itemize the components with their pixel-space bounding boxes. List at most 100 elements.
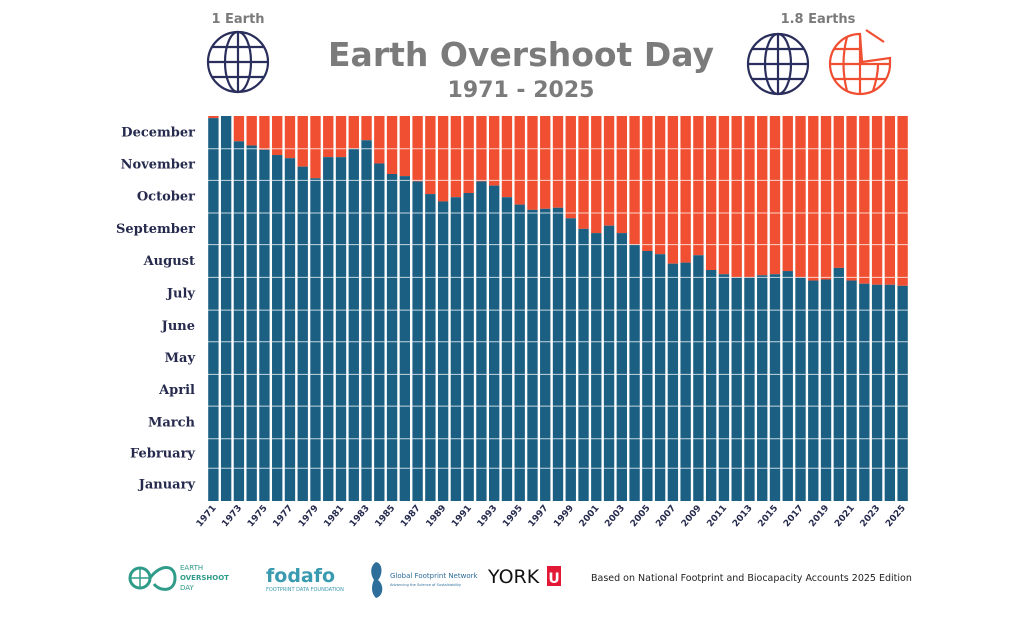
bar-1994 <box>501 197 513 501</box>
bar-2012 <box>731 277 742 501</box>
x-tick-label: 2019 <box>808 504 832 530</box>
bar-remainder-1978 <box>297 116 308 167</box>
bar-remainder-2014 <box>757 116 768 276</box>
bar-remainder-2002 <box>603 116 615 226</box>
x-tick-label: 2021 <box>833 504 857 530</box>
global-footprint-network-logo: Global Footprint Network Advancing the S… <box>371 562 478 598</box>
bar-remainder-1971 <box>208 116 219 119</box>
bar-2018 <box>808 280 819 501</box>
bar-1985 <box>386 174 398 501</box>
bar-remainder-2006 <box>654 116 666 255</box>
bar-1986 <box>399 176 411 501</box>
bar-remainder-1981 <box>335 116 347 158</box>
bar-2017 <box>795 277 806 501</box>
x-tick-label: 2005 <box>629 504 653 530</box>
x-tick-label: 1987 <box>399 504 423 530</box>
bar-2009 <box>693 255 704 501</box>
bar-2001 <box>591 233 602 501</box>
x-tick-label: 1977 <box>271 504 295 530</box>
bar-remainder-2005 <box>642 116 653 252</box>
y-axis: January February March April May June July Augu… <box>116 125 909 493</box>
bar-remainder-2016 <box>782 116 793 272</box>
svg-text:U: U <box>548 571 559 587</box>
x-tick-label: 2025 <box>884 504 908 530</box>
x-tick-label: 2023 <box>859 504 883 530</box>
bar-1997 <box>540 208 551 502</box>
one-earth-label: 1 Earth <box>211 12 264 27</box>
svg-text:OVERSHOOT: OVERSHOOT <box>180 574 229 582</box>
x-tick-label: 2003 <box>603 504 627 530</box>
bar-remainder-2008 <box>680 116 691 263</box>
bar-remainder-1974 <box>246 116 257 146</box>
x-tick-label: 1997 <box>527 504 551 530</box>
bar-1995 <box>514 204 525 502</box>
svg-text:Global Footprint Network: Global Footprint Network <box>390 572 478 580</box>
bar-2023 <box>871 284 883 501</box>
bar-remainder-2025 <box>897 116 908 286</box>
bar-remainder-1995 <box>514 116 525 205</box>
x-tick-label: 1993 <box>476 504 500 530</box>
bar-remainder-2000 <box>578 116 589 229</box>
bar-2002 <box>603 225 615 502</box>
x-tick-label: 2009 <box>680 504 704 530</box>
y-tick-label: June <box>161 319 195 334</box>
bar-remainder-2013 <box>744 116 755 278</box>
bar-2019 <box>820 279 832 501</box>
svg-text:YORK: YORK <box>487 566 540 588</box>
svg-text:Advancing the Science of Susta: Advancing the Science of Sustainability <box>390 583 462 587</box>
bar-remainder-2001 <box>591 116 602 234</box>
x-tick-label: 2011 <box>705 504 729 530</box>
bar-remainder-2021 <box>846 116 857 281</box>
bar-remainder-1975 <box>259 116 270 150</box>
x-tick-label: 1983 <box>348 504 372 530</box>
bar-remainder-1993 <box>489 116 500 186</box>
svg-text:EARTH: EARTH <box>180 564 203 572</box>
earth-overshoot-day-logo: EARTH OVERSHOOT DAY <box>128 564 229 592</box>
bar-2015 <box>769 274 781 501</box>
bar-2014 <box>757 275 768 501</box>
bar-remainder-1983 <box>361 116 372 141</box>
bar-remainder-1982 <box>348 116 359 149</box>
bar-1980 <box>323 157 334 501</box>
bar-remainder-2019 <box>820 116 832 280</box>
bar-remainder-1985 <box>386 116 398 175</box>
bar-remainder-2018 <box>808 116 819 281</box>
y-tick-label: April <box>158 383 195 398</box>
bar-remainder-2020 <box>833 116 844 268</box>
bar-2013 <box>744 277 755 501</box>
bar-remainder-1984 <box>374 116 385 164</box>
x-tick-label: 2001 <box>578 504 602 530</box>
x-tick-label: 2015 <box>757 504 781 530</box>
x-tick-label: 1989 <box>425 504 449 530</box>
bar-2021 <box>846 280 857 501</box>
bar-remainder-2015 <box>769 116 781 275</box>
svg-text:DAY: DAY <box>180 584 195 592</box>
bar-remainder-2012 <box>731 116 742 278</box>
bar-2016 <box>782 271 793 501</box>
bar-remainder-1990 <box>450 116 462 198</box>
bar-remainder-2010 <box>705 116 717 270</box>
bar-remainder-2017 <box>795 116 806 278</box>
bar-1993 <box>489 185 500 501</box>
bar-1987 <box>412 181 423 501</box>
bar-2024 <box>884 284 896 501</box>
chart-subtitle: 1971 - 2025 <box>448 78 595 103</box>
bar-remainder-1986 <box>399 116 411 177</box>
bar-2007 <box>667 263 679 501</box>
bar-remainder-1976 <box>272 116 283 156</box>
bar-2022 <box>859 283 870 501</box>
bar-1981 <box>335 157 347 501</box>
bar-remainder-1979 <box>310 116 321 179</box>
y-tick-label: February <box>130 447 195 462</box>
bar-2000 <box>578 228 589 501</box>
bar-remainder-1980 <box>323 116 334 158</box>
source-note: Based on National Footprint and Biocapac… <box>591 573 912 584</box>
bar-1992 <box>476 181 487 501</box>
bar-2006 <box>654 254 666 501</box>
chart-title: Earth Overshoot Day <box>328 35 714 74</box>
bar-2003 <box>616 233 627 501</box>
bar-1996 <box>527 209 538 501</box>
bar-1972 <box>220 116 232 501</box>
bar-remainder-1988 <box>425 116 436 195</box>
